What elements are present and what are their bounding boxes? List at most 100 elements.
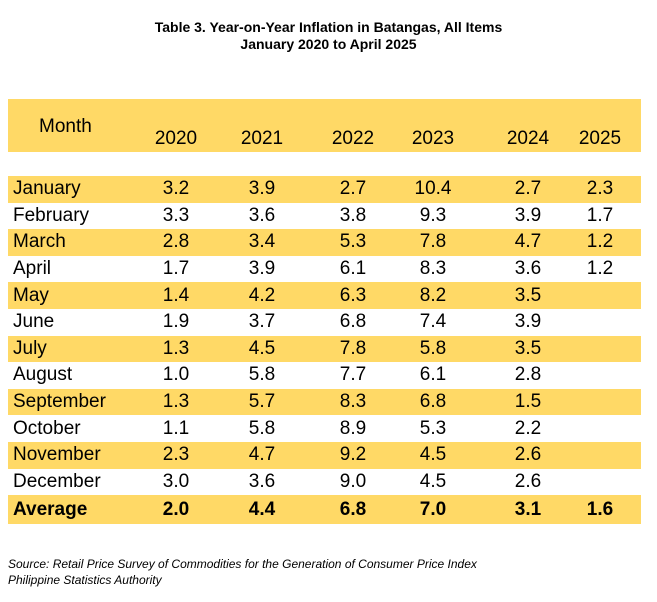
- row-value-2023: 6.8: [419, 391, 447, 413]
- table-row: January 3.2 3.9 2.7 10.4 2.7 2.3: [8, 176, 641, 203]
- row-value-2021: 5.8: [248, 417, 276, 439]
- row-month: March: [13, 231, 66, 253]
- row-value-2021: 4.7: [248, 444, 276, 466]
- average-2024: 3.1: [514, 498, 542, 520]
- row-value-2022: 6.8: [339, 311, 367, 333]
- row-value-2022: 7.7: [339, 364, 367, 386]
- row-value-2023: 8.2: [419, 284, 447, 306]
- row-value-2024: 2.8: [514, 364, 542, 386]
- average-2020: 2.0: [162, 498, 190, 520]
- table-row: February 3.3 3.6 3.8 9.3 3.9 1.7: [8, 202, 641, 230]
- row-value-2023: 4.5: [419, 470, 447, 492]
- row-value-2020: 1.4: [162, 284, 190, 306]
- row-value-2021: 3.6: [248, 470, 276, 492]
- header-year-2024: 2024: [506, 128, 550, 149]
- row-value-2024: 1.5: [514, 391, 542, 413]
- table-row: July 1.3 4.5 7.8 5.8 3.5: [8, 335, 641, 363]
- row-value-2024: 4.7: [514, 231, 542, 253]
- row-value-2022: 8.3: [339, 391, 367, 413]
- table-row: December 3.0 3.6 9.0 4.5 2.6: [8, 468, 641, 496]
- row-value-2021: 4.5: [248, 337, 276, 359]
- table-row: April 1.7 3.9 6.1 8.3 3.6 1.2: [8, 255, 641, 283]
- table-row: August 1.0 5.8 7.7 6.1 2.8: [8, 362, 641, 389]
- average-label: Average: [13, 498, 88, 520]
- row-value-2020: 1.1: [162, 417, 190, 439]
- table-row: October 1.1 5.8 8.9 5.3 2.2: [8, 415, 641, 442]
- source-agency: Philippine Statistics Authority: [8, 573, 162, 587]
- row-month: January: [13, 178, 81, 200]
- row-value-2023: 5.3: [419, 417, 447, 439]
- row-value-2022: 5.3: [339, 231, 367, 253]
- row-value-2023: 9.3: [419, 204, 447, 226]
- header-row: Month 2020 2021 2022 2023 2024 2025: [8, 99, 641, 152]
- row-value-2025: [570, 362, 630, 389]
- row-value-2021: 3.9: [248, 258, 276, 280]
- row-value-2022: 6.1: [339, 258, 367, 280]
- table-row: June 1.9 3.7 6.8 7.4 3.9: [8, 308, 641, 336]
- row-value-2021: 5.7: [248, 391, 276, 413]
- row-value-2022: 3.8: [339, 204, 367, 226]
- row-value-2023: 7.8: [419, 231, 447, 253]
- row-value-2025: [570, 309, 630, 336]
- row-value-2023: 7.4: [419, 311, 447, 333]
- row-value-2022: 8.9: [339, 417, 367, 439]
- row-value-2021: 3.4: [248, 231, 276, 253]
- row-month: May: [13, 284, 49, 306]
- average-2021: 4.4: [248, 498, 276, 520]
- row-month: September: [13, 391, 106, 413]
- row-month: August: [13, 364, 73, 386]
- header-year-2023: 2023: [411, 128, 455, 149]
- inflation-table: Month 2020 2021 2022 2023 2024 2025 Janu…: [8, 99, 641, 525]
- row-value-2020: 3.0: [162, 470, 190, 492]
- row-month: October: [13, 417, 81, 439]
- row-value-2025: [570, 389, 630, 416]
- row-value-2025: [570, 282, 630, 309]
- row-month: June: [13, 311, 55, 333]
- row-month: February: [13, 204, 90, 226]
- average-2022: 6.8: [339, 498, 367, 520]
- row-value-2024: 3.9: [514, 311, 542, 333]
- row-value-2024: 2.7: [514, 178, 542, 200]
- row-value-2024: 3.5: [514, 337, 542, 359]
- row-value-2023: 10.4: [414, 178, 452, 200]
- row-month: July: [13, 337, 47, 359]
- row-value-2024: 3.6: [514, 258, 542, 280]
- row-value-2025: 1.2: [586, 231, 614, 253]
- source-note: Source: Retail Price Survey of Commoditi…: [8, 557, 477, 571]
- row-value-2021: 5.8: [248, 364, 276, 386]
- header-year-2022: 2022: [331, 128, 375, 149]
- header-year-2020: 2020: [154, 128, 198, 149]
- row-value-2021: 4.2: [248, 284, 276, 306]
- row-value-2020: 1.9: [162, 311, 190, 333]
- row-value-2024: 3.5: [514, 284, 542, 306]
- row-value-2020: 1.3: [162, 391, 190, 413]
- data-rows: January 3.2 3.9 2.7 10.4 2.7 2.3 February 3.3 3.6…: [8, 176, 641, 496]
- row-value-2025: [570, 415, 630, 442]
- average-2023: 7.0: [419, 498, 447, 520]
- row-value-2020: 1.0: [162, 364, 190, 386]
- table-subtitle: January 2020 to April 2025: [240, 36, 417, 52]
- table-row: September 1.3 5.7 8.3 6.8 1.5: [8, 388, 641, 416]
- row-value-2022: 9.0: [339, 470, 367, 492]
- row-value-2022: 6.3: [339, 284, 367, 306]
- row-value-2023: 4.5: [419, 444, 447, 466]
- row-value-2025: 2.3: [586, 178, 614, 200]
- row-value-2024: 2.6: [514, 444, 542, 466]
- row-value-2024: 2.2: [514, 417, 542, 439]
- average-row: Average 2.0 4.4 6.8 7.0 3.1 1.6: [8, 495, 641, 525]
- row-value-2020: 2.8: [162, 231, 190, 253]
- row-value-2025: 1.7: [586, 204, 614, 226]
- table-row: March 2.8 3.4 5.3 7.8 4.7 1.2: [8, 229, 641, 256]
- row-value-2020: 3.3: [162, 204, 190, 226]
- average-2025: 1.6: [586, 498, 614, 520]
- row-value-2022: 9.2: [339, 444, 367, 466]
- row-value-2020: 2.3: [162, 444, 190, 466]
- row-month: November: [13, 444, 101, 466]
- row-value-2021: 3.7: [248, 311, 276, 333]
- row-value-2021: 3.6: [248, 204, 276, 226]
- row-value-2025: [570, 442, 630, 469]
- row-value-2022: 7.8: [339, 337, 367, 359]
- row-value-2025: 1.2: [586, 258, 614, 280]
- row-month: December: [13, 470, 101, 492]
- header-month: Month: [39, 116, 92, 137]
